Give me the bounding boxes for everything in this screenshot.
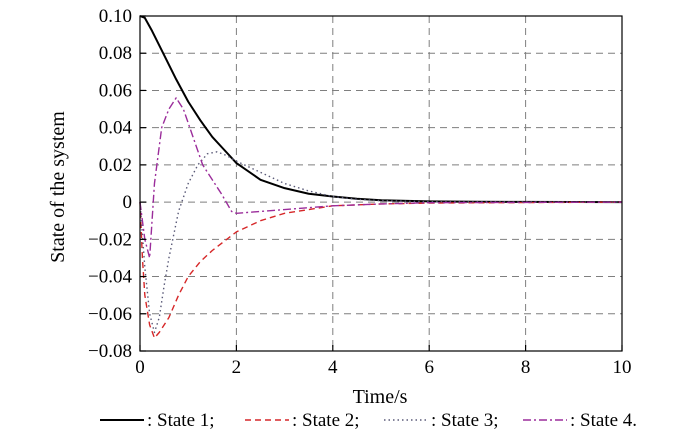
y-tick-label: −0.04 (88, 267, 132, 288)
y-tick-label: −0.02 (88, 229, 132, 250)
legend-label-1: : State 1; (147, 410, 215, 431)
y-tick-label: −0.06 (88, 304, 132, 325)
y-tick-labels: 0.10 0.08 0.06 0.04 0.02 0 −0.02 −0.04 −0.06 −0.0… (88, 6, 132, 362)
grid-lines (140, 16, 622, 351)
y-tick-label: 0.04 (99, 118, 133, 139)
series-line-1 (139, 15, 623, 204)
series-line-2 (139, 201, 623, 339)
x-tick-label: 2 (232, 357, 242, 378)
y-tick-label: 0.10 (99, 6, 132, 27)
series-line-4 (139, 97, 623, 259)
plot-frame (139, 15, 623, 352)
y-tick-label: 0.08 (99, 43, 132, 64)
y-tick-label: 0.02 (99, 155, 132, 176)
x-tick-label: 0 (135, 357, 145, 378)
x-tick-label: 10 (613, 357, 632, 378)
y-tick-label: 0.06 (99, 80, 132, 101)
y-tick-label: −0.08 (88, 341, 132, 362)
x-tick-label: 8 (521, 357, 531, 378)
y-axis-label: State of the system (47, 111, 69, 263)
axis-ticks (139, 15, 623, 352)
legend-label-2: : State 2; (292, 410, 360, 431)
x-tick-label: 4 (328, 357, 338, 378)
series-layer (139, 15, 623, 339)
legend: : State 1; : State 2; : State 3; : State 4. (100, 410, 637, 431)
x-tick-label: 6 (424, 357, 434, 378)
x-tick-labels: 0 2 4 6 8 10 (135, 357, 631, 378)
legend-label-3: : State 3; (431, 410, 499, 431)
series-line-3 (139, 151, 623, 334)
legend-label-4: : State 4. (570, 410, 637, 431)
x-axis-label: Time/s (353, 386, 408, 408)
y-tick-label: 0 (123, 192, 133, 213)
